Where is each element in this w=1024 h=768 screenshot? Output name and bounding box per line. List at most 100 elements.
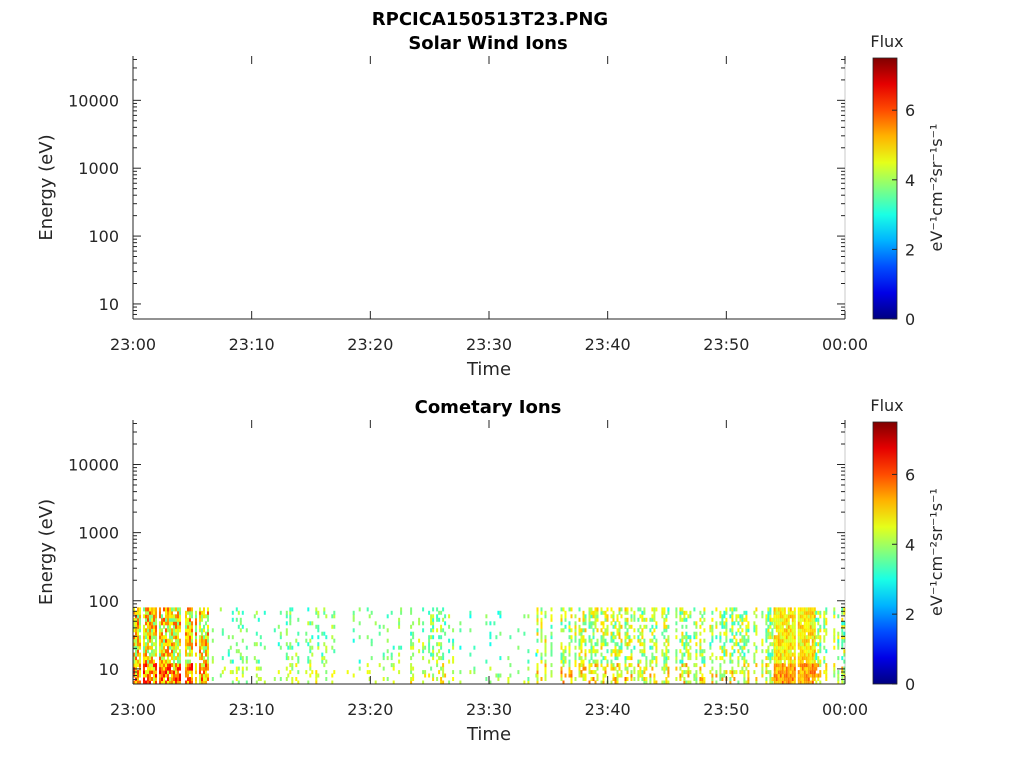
panel2-spectrogram-cell — [135, 645, 137, 650]
panel2-spectrogram-cell — [775, 670, 778, 675]
panel2-spectrogram-cell — [801, 642, 804, 647]
panel2-spectrogram-cell — [683, 680, 686, 685]
panel2-spectrogram-cell — [779, 677, 782, 681]
panel2-spectrogram-cell — [616, 673, 619, 678]
panel2-spectrogram-cell — [767, 610, 770, 615]
panel2-spectrogram-cell — [643, 624, 646, 629]
panel2-spectrogram-cell — [612, 614, 615, 619]
panel2-spectrogram-cell — [199, 610, 201, 615]
panel2-spectrogram-cell — [715, 670, 718, 675]
panel2-spectrogram-cell — [205, 649, 207, 654]
panel2-spectrogram-cell — [624, 631, 627, 636]
panel2-spectrogram-cell — [773, 617, 776, 622]
panel2-spectrogram-cell — [177, 666, 179, 671]
panel2-spectrogram-cell — [791, 638, 794, 643]
panel2-spectrogram-cell — [709, 670, 712, 675]
panel2-spectrogram-cell — [259, 677, 262, 681]
panel2-spectrogram-cell — [191, 649, 193, 654]
panel2-spectrogram-cell — [195, 610, 197, 615]
panel2-spectrogram-cell — [191, 638, 193, 643]
panel2-spectrogram-cell — [723, 645, 726, 650]
panel2-spectrogram-cell — [637, 677, 640, 681]
panel2-spectrogram-cell — [151, 631, 153, 636]
panel2-spectrogram-cell — [791, 670, 794, 675]
panel2-spectrogram-cell — [173, 670, 175, 675]
panel2-spectrogram-cell — [811, 652, 814, 657]
panel2-spectrogram-cell — [841, 631, 844, 636]
panel2-spectrogram-cell — [687, 656, 690, 661]
panel2-spectrogram-cell — [699, 631, 702, 636]
panel2-spectrogram-cell — [352, 638, 355, 643]
panel2-spectrogram-cell — [789, 624, 792, 629]
panel2-spectrogram-cell — [544, 659, 547, 664]
panel2-spectrogram-cell — [165, 642, 167, 647]
panel2-spectrogram-cell — [807, 670, 810, 675]
panel2-spectrogram-cell — [139, 680, 141, 685]
panel2-spectrogram-cell — [807, 621, 810, 626]
panel2-spectrogram-cell — [245, 659, 248, 664]
panel2-spectrogram-cell — [203, 673, 205, 678]
panel2-spectrogram-cell — [765, 617, 768, 622]
panel2-spectrogram-cell — [813, 607, 816, 612]
panel2-spectrogram-cell — [255, 631, 258, 636]
panel2-spectrogram-cell — [785, 614, 788, 619]
panel2-spectrogram-cell — [761, 638, 764, 643]
panel2-spectrogram-cell — [448, 614, 451, 619]
panel2-spectrogram-cell — [578, 638, 581, 643]
panel2-spectrogram-cell — [771, 677, 774, 681]
panel2-spectrogram-cell — [137, 677, 139, 681]
panel2-spectrogram-cell — [626, 610, 629, 615]
panel2-spectrogram-cell — [731, 638, 734, 643]
panel2-spectrogram-cell — [223, 666, 226, 671]
panel2-spectrogram-cell — [430, 628, 433, 633]
panel2-spectrogram-cell — [729, 659, 732, 664]
panel2-spectrogram-cell — [663, 628, 666, 633]
panel2-spectrogram-cell — [527, 614, 530, 619]
panel2-spectrogram-cell — [626, 635, 629, 640]
panel2-spectrogram-cell — [205, 659, 207, 664]
panel2-spectrogram-cell — [807, 652, 810, 657]
panel2-spectrogram-cell — [436, 617, 439, 622]
panel2-spectrogram-cell — [785, 624, 788, 629]
panel2-spectrogram-cell — [175, 642, 177, 647]
panel2-spectrogram-cell — [651, 631, 654, 636]
panel2-spectrogram-cell — [681, 659, 684, 664]
panel2-spectrogram-cell — [637, 635, 640, 640]
panel2-spectrogram-cell — [203, 635, 205, 640]
panel2-spectrogram-cell — [191, 652, 193, 657]
panel2-spectrogram-cell — [584, 673, 587, 678]
panel2-spectrogram-cell — [173, 677, 175, 681]
panel2-spectrogram-cell — [737, 642, 740, 647]
panel2-spectrogram-cell — [207, 614, 209, 619]
panel2-spectrogram-cell — [143, 614, 145, 619]
panel2-spectrogram-cell — [321, 659, 324, 664]
panel2-spectrogram-cell — [588, 610, 591, 615]
panel2-spectrogram-cell — [163, 645, 165, 650]
panel2-spectrogram-cell — [155, 617, 157, 622]
panel2-spectrogram-cell — [237, 666, 240, 671]
panel2-spectrogram-cell — [155, 649, 157, 654]
panel2-spectrogram-cell — [813, 628, 816, 633]
panel1-x-tick-label: 23:00 — [110, 335, 156, 354]
panel2-spectrogram-cell — [604, 656, 607, 661]
panel2-spectrogram-cell — [592, 628, 595, 633]
panel2-spectrogram-cell — [761, 642, 764, 647]
panel2-spectrogram-cell — [175, 624, 177, 629]
panel2-spectrogram-cell — [825, 610, 828, 615]
panel2-spectrogram-cell — [745, 659, 748, 664]
panel2-spectrogram-cell — [185, 610, 187, 615]
panel2-spectrogram-cell — [436, 628, 439, 633]
panel1-colorbar-tick-label: 4 — [905, 171, 915, 190]
panel2-spectrogram-cell — [159, 649, 161, 654]
panel2-spectrogram-cell — [791, 624, 794, 629]
panel2-spectrogram-cell — [185, 635, 187, 640]
panel2-spectrogram-cell — [639, 607, 642, 612]
panel2-spectrogram-cell — [432, 614, 435, 619]
panel2-spectrogram-cell — [663, 642, 666, 647]
panel2-spectrogram-cell — [614, 666, 617, 671]
panel2-spectrogram-cell — [147, 607, 149, 612]
panel2-spectrogram-cell — [777, 659, 780, 664]
panel2-spectrogram-cell — [781, 610, 784, 615]
panel2-spectrogram-cell — [564, 610, 567, 615]
panel2-spectrogram-cell — [187, 624, 189, 629]
